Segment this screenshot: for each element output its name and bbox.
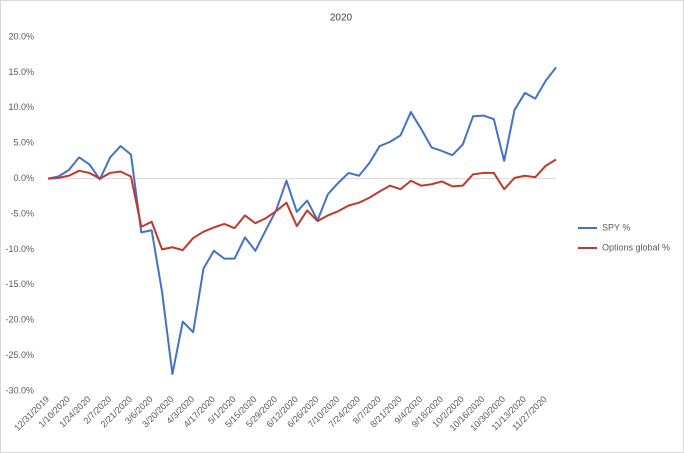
y-tick-label: 5.0% (13, 138, 34, 148)
series-line (47, 158, 557, 252)
y-tick-label: 15.0% (8, 67, 34, 77)
y-tick-label: 20.0% (8, 31, 34, 41)
y-tick-label: -15.0% (5, 279, 34, 289)
y-tick-label: -25.0% (5, 350, 34, 360)
y-tick-label: -10.0% (5, 244, 34, 254)
y-tick-label: -30.0% (5, 385, 34, 395)
series-line (47, 66, 557, 376)
legend-label: Options global % (602, 242, 670, 252)
y-tick-label: 0.0% (13, 173, 34, 183)
chart-title: 2020 (330, 13, 353, 24)
y-tick-label: 10.0% (8, 102, 34, 112)
legend-label: SPY % (602, 222, 630, 232)
y-tick-label: -5.0% (10, 208, 34, 218)
y-tick-label: -20.0% (5, 315, 34, 325)
